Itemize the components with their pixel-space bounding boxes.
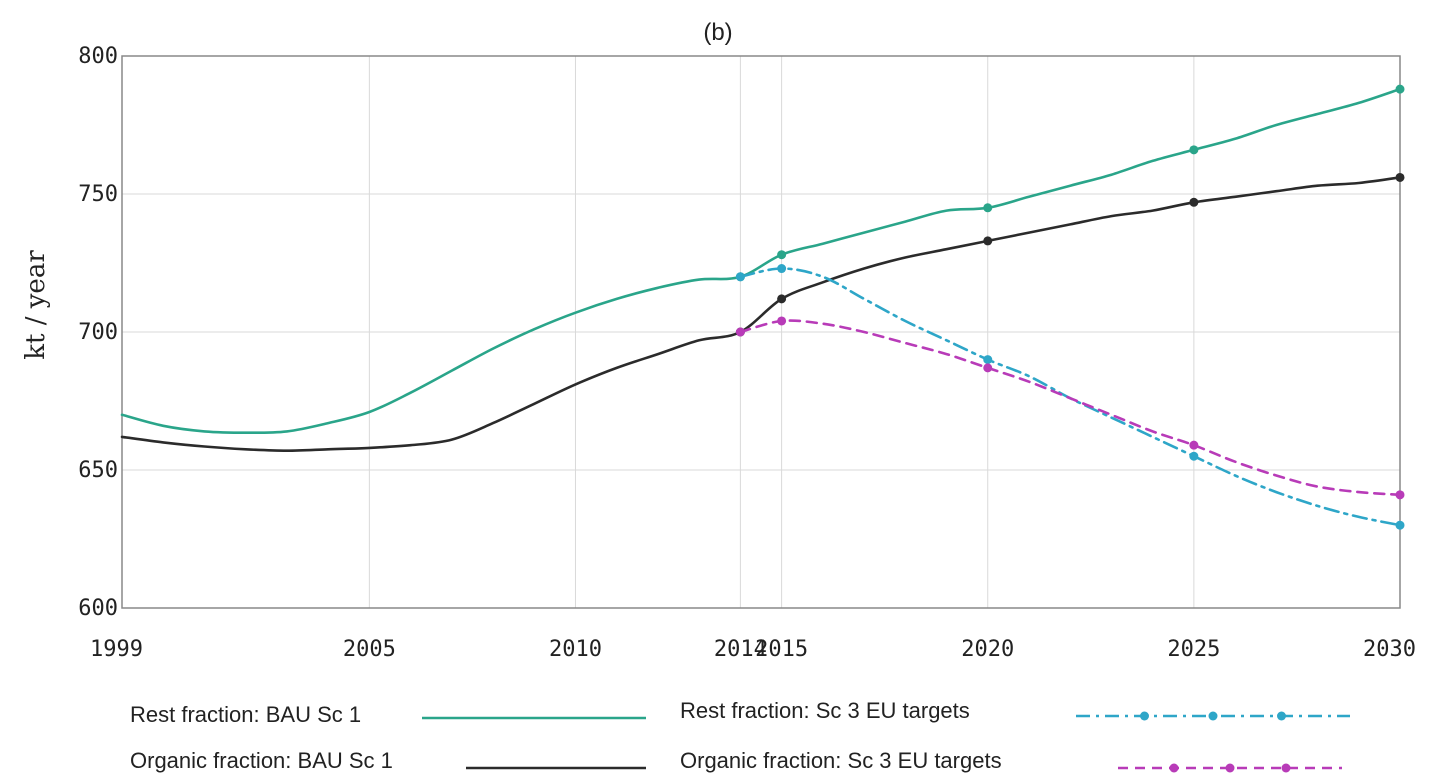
- y-axis-label: kt / year: [21, 250, 51, 360]
- series-layer: [120, 84, 1405, 530]
- x-tick-label: 2030: [1363, 637, 1416, 662]
- grid-lines: [121, 55, 1401, 609]
- data-point-organic-fraction-bau-sc-1: [777, 294, 787, 304]
- x-tick-label: 2025: [1167, 637, 1220, 662]
- series-line-organic-fraction-sc-3-eu-targets: [739, 319, 1402, 497]
- legend-label-organic-fraction-bau-sc-1: Organic fraction: BAU Sc 1: [130, 748, 393, 773]
- y-tick-label: 700: [78, 320, 118, 345]
- x-tick-label: 2014: [714, 637, 767, 662]
- x-tick-label: 2005: [343, 637, 396, 662]
- data-point-organic-fraction-sc-3-eu-targets: [1395, 490, 1405, 500]
- data-point-rest-fraction-bau-sc-1: [983, 203, 993, 213]
- data-point-organic-fraction-bau-sc-1: [1395, 172, 1405, 182]
- data-point-organic-fraction-sc-3-eu-targets: [983, 363, 993, 373]
- legend: Rest fraction: BAU Sc 1 Organic fraction:…: [130, 698, 1350, 773]
- legend-marker-organic-fraction-sc-3-eu-targets: [1281, 763, 1291, 773]
- x-tick-label: 2015: [755, 637, 808, 662]
- data-point-organic-fraction-sc-3-eu-targets: [1189, 440, 1199, 450]
- legend-marker-rest-fraction-sc-3-eu-targets: [1208, 711, 1218, 721]
- legend-marker-rest-fraction-sc-3-eu-targets: [1277, 711, 1286, 721]
- data-point-rest-fraction-sc-3-eu-targets: [983, 355, 993, 365]
- data-point-rest-fraction-sc-3-eu-targets: [735, 272, 745, 282]
- data-point-rest-fraction-bau-sc-1: [1395, 84, 1405, 94]
- chart-title: (b): [703, 19, 732, 46]
- legend-label-rest-fraction-sc-3-eu-targets: Rest fraction: Sc 3 EU targets: [680, 698, 970, 723]
- x-tick-label: 2010: [549, 637, 602, 662]
- y-tick-label: 650: [78, 458, 118, 483]
- data-point-organic-fraction-sc-3-eu-targets: [735, 327, 745, 337]
- data-point-rest-fraction-sc-3-eu-targets: [1395, 520, 1405, 530]
- x-tick-label: 2020: [961, 637, 1014, 662]
- legend-marker-organic-fraction-sc-3-eu-targets: [1169, 763, 1179, 773]
- data-point-rest-fraction-bau-sc-1: [1189, 145, 1199, 155]
- y-tick-label: 800: [78, 44, 118, 69]
- data-point-rest-fraction-sc-3-eu-targets: [1189, 451, 1199, 461]
- x-tick-label: 1999: [90, 637, 143, 662]
- data-point-organic-fraction-sc-3-eu-targets: [777, 316, 787, 326]
- data-point-rest-fraction-sc-3-eu-targets: [777, 264, 787, 274]
- data-point-organic-fraction-bau-sc-1: [983, 236, 993, 246]
- data-point-organic-fraction-bau-sc-1: [1189, 197, 1199, 207]
- y-axis-ticks: 600 650 700 750 800: [78, 44, 118, 621]
- y-tick-label: 750: [78, 182, 118, 207]
- legend-label-rest-fraction-bau-sc-1: Rest fraction: BAU Sc 1: [130, 702, 361, 727]
- legend-marker-rest-fraction-sc-3-eu-targets: [1140, 711, 1149, 721]
- y-tick-label: 600: [78, 596, 118, 621]
- data-point-rest-fraction-bau-sc-1: [777, 250, 787, 260]
- legend-label-organic-fraction-sc-3-eu-targets: Organic fraction: Sc 3 EU targets: [680, 748, 1002, 773]
- legend-marker-organic-fraction-sc-3-eu-targets: [1225, 763, 1235, 773]
- plot-area: [121, 55, 1401, 609]
